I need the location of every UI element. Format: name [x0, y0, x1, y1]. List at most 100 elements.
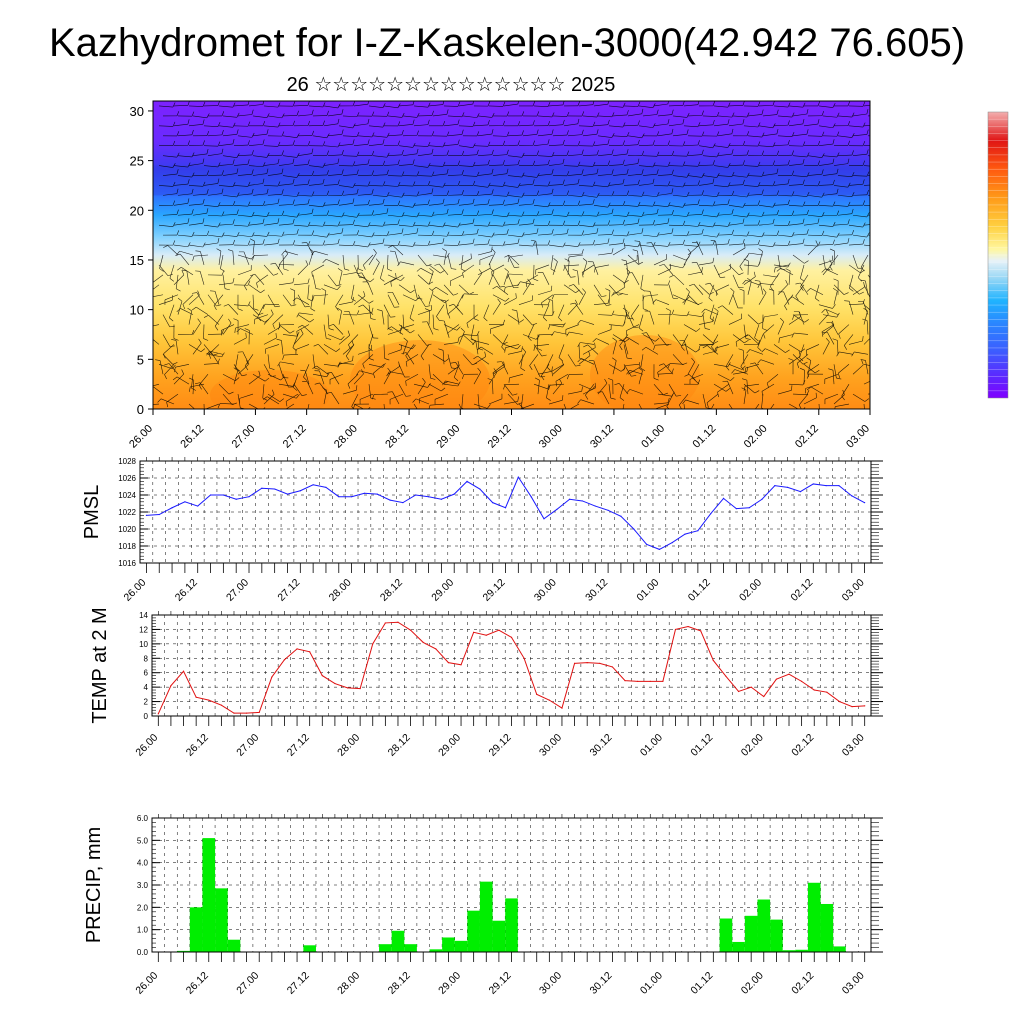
x-tick-label: 01.12	[688, 732, 715, 759]
cs-x-tick-label: 26.00	[127, 423, 155, 451]
data-point	[448, 662, 449, 663]
x-tick-label: 03.00	[840, 970, 867, 997]
data-point	[582, 500, 583, 501]
x-tick-label: 30.12	[587, 970, 614, 997]
data-point	[826, 692, 827, 693]
y-tick-label: 0.0	[137, 948, 149, 957]
wind-barb-flag	[878, 363, 881, 367]
wind-barb-flag	[882, 231, 884, 236]
x-tick-label: 26.12	[184, 732, 211, 759]
data-point	[498, 630, 499, 631]
data-point	[360, 688, 361, 689]
precip-bar	[505, 898, 518, 952]
data-point	[505, 507, 506, 508]
y-tick-label: 1022	[118, 508, 136, 517]
x-tick-label: 02.00	[739, 732, 766, 759]
data-point	[158, 713, 159, 714]
x-tick-label: 26.12	[173, 577, 200, 604]
wind-barb-flag	[144, 335, 148, 337]
data-point	[492, 502, 493, 503]
data-point	[851, 706, 852, 707]
cs-y-tick-label: 20	[130, 203, 144, 218]
data-point	[415, 494, 416, 495]
data-point	[801, 681, 802, 682]
x-tick-label: 26.00	[121, 577, 148, 604]
y-tick-label: 1026	[118, 474, 136, 483]
data-point	[236, 499, 237, 500]
data-point	[460, 664, 461, 665]
data-point	[774, 485, 775, 486]
precip-bar	[480, 882, 493, 952]
y-tick-label: 1.0	[137, 926, 149, 935]
data-point	[479, 488, 480, 489]
data-point	[569, 499, 570, 500]
data-point	[763, 696, 764, 697]
cs-x-tick-label: 02.12	[793, 423, 821, 451]
data-point	[561, 707, 562, 708]
wind-barb-flag	[737, 414, 742, 415]
y-tick-label: 10	[139, 640, 148, 649]
wind-barb-flag	[872, 330, 874, 335]
data-point	[814, 689, 815, 690]
x-tick-label: 28.12	[386, 970, 413, 997]
data-point	[787, 487, 788, 488]
data-point	[338, 496, 339, 497]
y-tick-label: 1024	[118, 491, 136, 500]
data-point	[738, 691, 739, 692]
data-point	[246, 713, 247, 714]
data-point	[466, 481, 467, 482]
cs-y-tick-label: 5	[137, 352, 144, 367]
data-point	[334, 683, 335, 684]
x-tick-label: 27.00	[234, 732, 261, 759]
cs-x-tick-label: 29.12	[486, 423, 514, 451]
data-point	[261, 488, 262, 489]
x-tick-label: 29.00	[436, 970, 463, 997]
data-point	[761, 499, 762, 500]
y-tick-label: 2.0	[137, 903, 149, 912]
x-tick-label: 28.00	[335, 970, 362, 997]
x-tick-label: 27.12	[275, 577, 302, 604]
data-point	[377, 494, 378, 495]
data-point	[372, 643, 373, 644]
wind-barb-flag	[385, 418, 390, 419]
wind-barb-flag	[882, 169, 883, 174]
data-point	[599, 663, 600, 664]
data-point	[287, 494, 288, 495]
wind-barb-flag	[878, 140, 880, 145]
x-tick-label: 03.00	[840, 577, 867, 604]
precip-bar	[467, 911, 480, 952]
cs-x-tick-label: 28.12	[383, 423, 411, 451]
x-tick-label: 29.12	[481, 577, 508, 604]
data-point	[296, 648, 297, 649]
wind-barb-flag	[878, 242, 880, 246]
wind-barb-flag	[621, 418, 625, 421]
data-point	[595, 505, 596, 506]
precip-bar	[202, 838, 215, 952]
y-axis-label: PMSL	[81, 485, 103, 539]
data-point	[441, 499, 442, 500]
data-point	[736, 508, 737, 509]
data-point	[284, 659, 285, 660]
data-point	[675, 629, 676, 630]
cs-y-tick-label: 0	[137, 402, 144, 417]
precip-bar	[379, 944, 392, 952]
x-tick-label: 26.00	[133, 732, 160, 759]
data-point	[723, 498, 724, 499]
wind-barb-flag	[148, 297, 149, 302]
wind-barb-flag	[878, 180, 880, 185]
data-point	[543, 518, 544, 519]
precip-bar	[190, 907, 203, 952]
wind-barb-flag	[199, 411, 203, 413]
warm-core-2	[210, 370, 330, 420]
data-point	[511, 637, 512, 638]
y-tick-label: 4.0	[137, 859, 149, 868]
wind-barb-flag	[820, 418, 825, 419]
x-tick-label: 02.00	[737, 577, 764, 604]
data-point	[274, 488, 275, 489]
cs-y-tick-label: 10	[130, 303, 144, 318]
data-point	[385, 622, 386, 623]
